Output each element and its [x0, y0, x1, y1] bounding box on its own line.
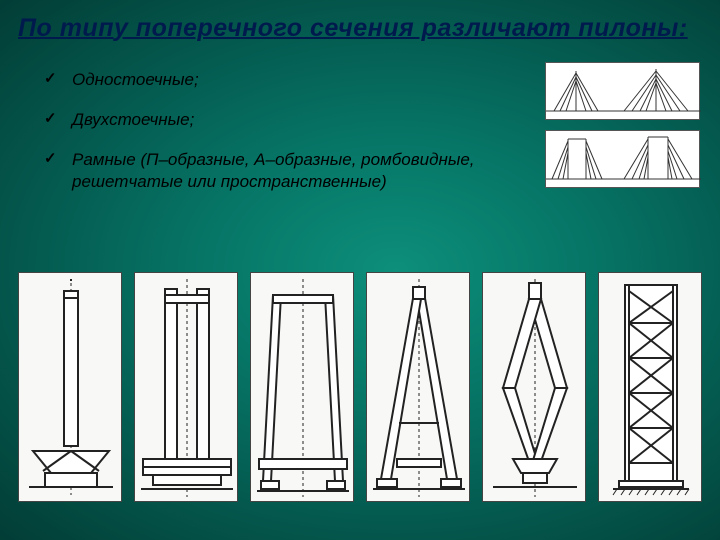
pylon-single-column — [18, 272, 122, 502]
bridge-sketch-double — [545, 130, 700, 188]
pylon-row — [0, 272, 720, 502]
bullet-item: Двухстоечные; — [44, 109, 524, 131]
pylon-twin-column — [134, 272, 238, 502]
pylon-a-frame — [366, 272, 470, 502]
pylon-rhombic — [482, 272, 586, 502]
bullet-item: Рамные (П–образные, А–образные, ромбовид… — [44, 149, 524, 193]
bridge-sketch-single — [545, 62, 700, 120]
pylon-portal-frame — [250, 272, 354, 502]
pylon-lattice — [598, 272, 702, 502]
slide-title: По типу поперечного сечения различают пи… — [0, 0, 720, 43]
bullet-item: Одностоечные; — [44, 69, 524, 91]
